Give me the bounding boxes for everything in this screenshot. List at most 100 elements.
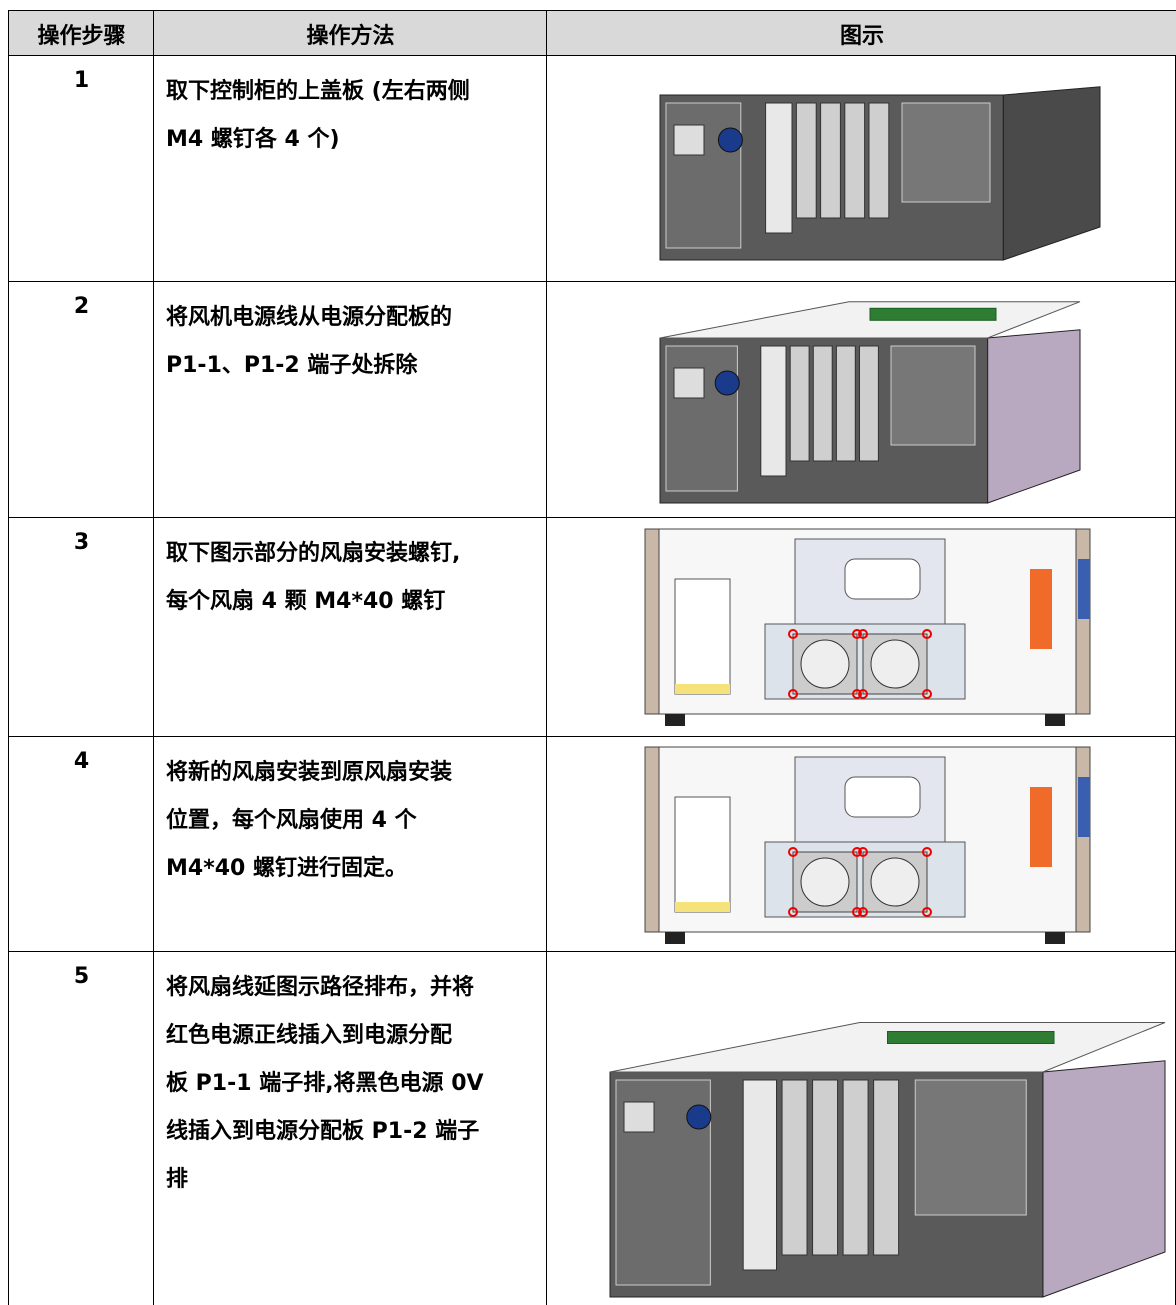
illustration-part — [812, 345, 833, 462]
illustration-part — [901, 102, 991, 203]
illustration-part — [922, 689, 932, 699]
illustration-part — [1075, 746, 1091, 933]
method-line: 线插入到电源分配板 P1-2 端子 — [166, 1119, 480, 1144]
illustration-part — [644, 528, 660, 715]
step-cell: 2 — [8, 281, 154, 518]
illustration-part — [852, 847, 862, 857]
illustration-part — [673, 124, 705, 156]
illustration-part — [788, 907, 798, 917]
illustration-part — [800, 857, 850, 907]
illustration-part — [717, 127, 743, 153]
illustration-part — [765, 102, 793, 234]
illustration-part — [675, 902, 730, 912]
illustration-part — [858, 629, 868, 639]
method-line: 取下图示部分的风扇安装螺钉, — [166, 541, 461, 566]
method-line: 取下控制柜的上盖板 (左右两侧 — [166, 79, 470, 104]
illustration-part — [820, 102, 841, 219]
illustration-part — [870, 639, 920, 689]
method-cell: 取下图示部分的风扇安装螺钉, 每个风扇 4 颗 M4*40 螺钉 — [153, 517, 547, 737]
cabinet-illustration — [644, 528, 1091, 726]
illustration-part — [987, 329, 1081, 504]
method-line: 将风机电源线从电源分配板的 — [166, 305, 453, 330]
method-line: 板 P1-1 端子排,将黑色电源 0V — [166, 1071, 484, 1096]
illustration-part — [788, 847, 798, 857]
header-cell: 图示 — [546, 10, 1176, 56]
method-line: M4 螺钉各 4 个) — [166, 127, 340, 152]
illustration-part — [1078, 559, 1090, 619]
method-line: 将风扇线延图示路径排布，并将 — [166, 975, 475, 1000]
illustration-part — [1030, 787, 1052, 867]
method-line: P1-1、P1-2 端子处拆除 — [166, 353, 418, 378]
illustration-part — [890, 345, 976, 446]
illustration-part — [914, 1079, 1027, 1216]
illustration-part — [1030, 569, 1052, 649]
illustration-part — [858, 847, 868, 857]
illustration-part — [922, 847, 932, 857]
illustration-part — [858, 689, 868, 699]
illustration-part — [870, 857, 920, 907]
illustration-part — [781, 1079, 808, 1256]
illustration-part — [852, 629, 862, 639]
illustration-part — [789, 345, 810, 462]
illustration-part — [623, 1101, 655, 1133]
header-cell: 操作步骤 — [8, 10, 154, 56]
cabinet-illustration — [659, 301, 1081, 504]
illustration-part — [1075, 528, 1091, 715]
illustration-part — [686, 1104, 712, 1130]
illustration-part — [760, 345, 787, 477]
illustration-part — [844, 558, 921, 600]
illustration-part — [1042, 1060, 1166, 1298]
cabinet-illustration — [609, 1022, 1166, 1298]
illustration-part — [842, 1079, 869, 1256]
method-line: 将新的风扇安装到原风扇安装 — [166, 760, 453, 785]
step-cell: 5 — [8, 951, 154, 1305]
illustration-part — [788, 689, 798, 699]
illustration-part — [800, 639, 850, 689]
illustration-part — [609, 1022, 1166, 1073]
illustration-part — [859, 345, 879, 462]
cabinet-illustration — [644, 746, 1091, 944]
illustration-part — [795, 102, 817, 219]
illustration-part — [922, 629, 932, 639]
illustration-part — [742, 1079, 777, 1271]
illustration-part — [673, 367, 705, 399]
illustration-part — [1002, 86, 1101, 261]
method-cell: 将风机电源线从电源分配板的 P1-1、P1-2 端子处拆除 — [153, 281, 547, 518]
illustration-part — [1045, 932, 1065, 944]
header-cell: 操作方法 — [153, 10, 547, 56]
step-cell: 3 — [8, 517, 154, 737]
method-cell: 将风扇线延图示路径排布，并将 红色电源正线插入到电源分配板 P1-1 端子排,将黑… — [153, 951, 547, 1305]
method-line: 位置，每个风扇使用 4 个 — [166, 808, 417, 833]
illustration-part — [665, 714, 685, 726]
illustration-part — [665, 932, 685, 944]
illustration-part — [835, 345, 856, 462]
illustration-part — [788, 629, 798, 639]
step-cell: 1 — [8, 55, 154, 282]
illustration-part — [812, 1079, 839, 1256]
illustration-part — [852, 689, 862, 699]
illustration-part — [844, 776, 921, 818]
illustration-part — [887, 1031, 1055, 1044]
method-line: M4*40 螺钉进行固定。 — [166, 856, 407, 881]
illustration-part — [869, 307, 997, 321]
illustration-part — [674, 578, 731, 695]
illustration-part — [858, 907, 868, 917]
illustration-part — [675, 684, 730, 694]
cabinet-illustration — [659, 86, 1101, 261]
illustration-part — [1078, 777, 1090, 837]
illustration-part — [922, 907, 932, 917]
illustration-part — [868, 102, 890, 219]
illustration-part — [674, 796, 731, 913]
illustration-part — [714, 370, 740, 396]
illustration-part — [1045, 714, 1065, 726]
illustration-part — [852, 907, 862, 917]
method-line: 排 — [166, 1167, 189, 1192]
step-cell: 4 — [8, 736, 154, 952]
illustration-part — [873, 1079, 900, 1256]
method-cell: 将新的风扇安装到原风扇安装 位置，每个风扇使用 4 个 M4*40 螺钉进行固定。 — [153, 736, 547, 952]
method-line: 红色电源正线插入到电源分配 — [166, 1023, 453, 1048]
illustration-part — [644, 746, 660, 933]
illustration-part — [844, 102, 866, 219]
method-line: 每个风扇 4 颗 M4*40 螺钉 — [166, 589, 446, 614]
